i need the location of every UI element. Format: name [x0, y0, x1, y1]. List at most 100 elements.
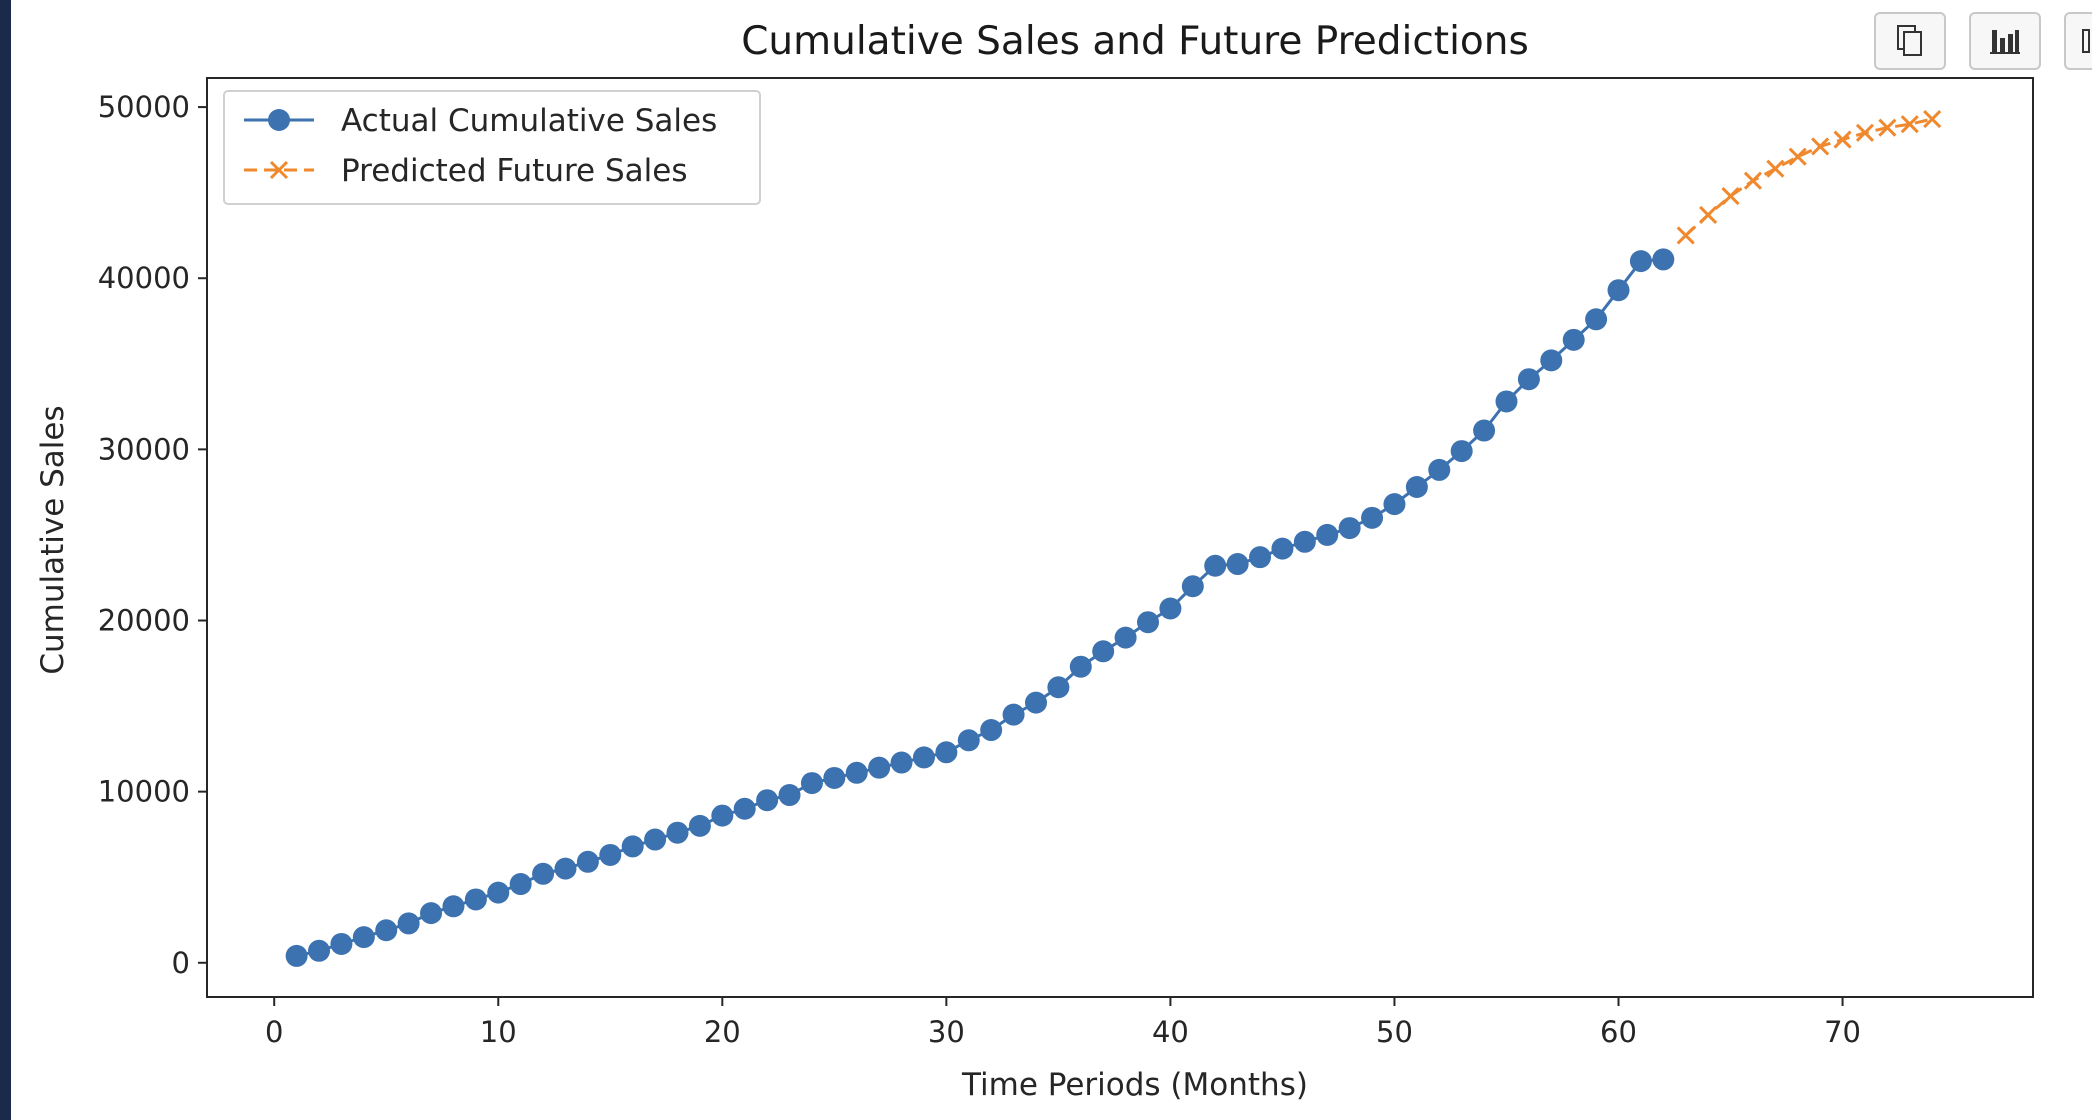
x-axis: 0 10 20 30 40 50 60 70: [265, 997, 1861, 1049]
data-point: [823, 766, 846, 789]
data-point: [1562, 328, 1585, 351]
bar-chart-icon: [1990, 30, 2020, 54]
legend-actual-marker: [268, 109, 290, 131]
data-point: [375, 919, 398, 942]
data-point: [487, 881, 510, 904]
x-tick-label: 70: [1824, 1015, 1861, 1049]
x-tick-label: 50: [1376, 1015, 1413, 1049]
data-point: [1788, 147, 1807, 166]
x-tick-label: 10: [480, 1015, 517, 1049]
chart: Cumulative Sales and Future Predictions …: [35, 19, 2034, 1103]
data-point: [1024, 691, 1047, 714]
data-point: [1878, 118, 1897, 137]
chart-title: Cumulative Sales and Future Predictions: [741, 19, 1529, 64]
series-layer: [285, 110, 1942, 967]
data-point: [935, 741, 958, 764]
data-point: [1699, 205, 1718, 224]
data-point: [711, 804, 734, 827]
data-point: [397, 912, 420, 935]
data-point: [1743, 171, 1763, 190]
x-tick-label: 30: [928, 1015, 965, 1049]
copy-icon: [1897, 25, 1922, 56]
x-tick-label: 20: [704, 1015, 741, 1049]
data-point: [442, 895, 465, 918]
y-tick-label: 50000: [98, 90, 190, 124]
data-point: [1900, 115, 1919, 134]
data-point: [1114, 626, 1137, 649]
series-line: [1684, 117, 1933, 237]
data-point: [1249, 546, 1272, 569]
y-tick-label: 20000: [98, 604, 190, 638]
legend: Actual Cumulative Sales Predicted Future…: [223, 90, 761, 205]
data-point: [868, 756, 891, 779]
x-tick-label: 60: [1600, 1015, 1637, 1049]
x-axis-label: Time Periods (Months): [961, 1067, 1308, 1103]
data-point: [1204, 554, 1227, 577]
more-button[interactable]: [2064, 12, 2092, 70]
chart-view-button[interactable]: [1969, 12, 2041, 70]
data-point: [1137, 611, 1160, 634]
data-point: [1811, 137, 1830, 156]
data-point: [509, 873, 532, 896]
data-point: [800, 772, 823, 795]
legend-actual-label: Actual Cumulative Sales: [341, 103, 717, 139]
data-point: [1495, 390, 1518, 413]
legend-predicted-marker: [269, 160, 289, 180]
copy-button[interactable]: [1874, 12, 1946, 70]
data-point: [1766, 159, 1785, 178]
data-point: [464, 888, 487, 911]
data-point: [1629, 250, 1652, 273]
data-point: [845, 761, 868, 784]
data-point: [1450, 440, 1473, 463]
data-point: [1585, 308, 1608, 331]
data-point: [352, 926, 375, 949]
data-point: [1383, 493, 1406, 516]
data-point: [1316, 523, 1339, 546]
series-predicted: [1676, 110, 1942, 245]
data-point: [980, 719, 1003, 742]
data-point: [1405, 476, 1428, 499]
data-point: [576, 850, 599, 873]
data-point: [1721, 187, 1740, 206]
data-point: [1293, 530, 1316, 553]
data-point: [1159, 597, 1182, 620]
data-point: [1652, 248, 1675, 271]
data-point: [285, 944, 308, 967]
data-point: [912, 746, 935, 769]
data-point: [1069, 655, 1092, 678]
data-point: [599, 843, 622, 866]
data-point: [1428, 458, 1451, 481]
x-tick-label: 40: [1152, 1015, 1189, 1049]
data-point: [1271, 537, 1294, 560]
legend-x-marker: [269, 160, 289, 180]
data-point: [1833, 130, 1852, 149]
more-icon: [2082, 29, 2090, 53]
data-point: [621, 835, 644, 858]
data-point: [778, 784, 801, 807]
data-point: [666, 821, 689, 844]
data-point: [1047, 676, 1070, 699]
data-point: [1540, 349, 1563, 372]
data-point: [1923, 110, 1942, 129]
data-point: [1002, 703, 1025, 726]
data-point: [1473, 419, 1496, 442]
data-point: [1226, 553, 1249, 576]
series-actual: [285, 248, 1675, 967]
y-tick-label: 40000: [98, 261, 190, 295]
data-point: [756, 789, 779, 812]
data-point: [644, 828, 667, 851]
data-point: [308, 939, 331, 962]
data-point: [1607, 279, 1630, 302]
data-point: [1092, 640, 1115, 663]
legend-predicted-label: Predicted Future Sales: [341, 153, 687, 189]
legend-box: [223, 90, 761, 205]
data-point: [890, 751, 913, 774]
y-tick-label: 0: [172, 946, 190, 980]
data-point: [1338, 517, 1361, 540]
plot-area: [206, 77, 2034, 998]
y-tick-label: 10000: [98, 775, 190, 809]
data-point: [957, 729, 980, 752]
y-tick-label: 30000: [98, 432, 190, 466]
data-point: [420, 902, 443, 925]
data-point: [1855, 123, 1875, 142]
